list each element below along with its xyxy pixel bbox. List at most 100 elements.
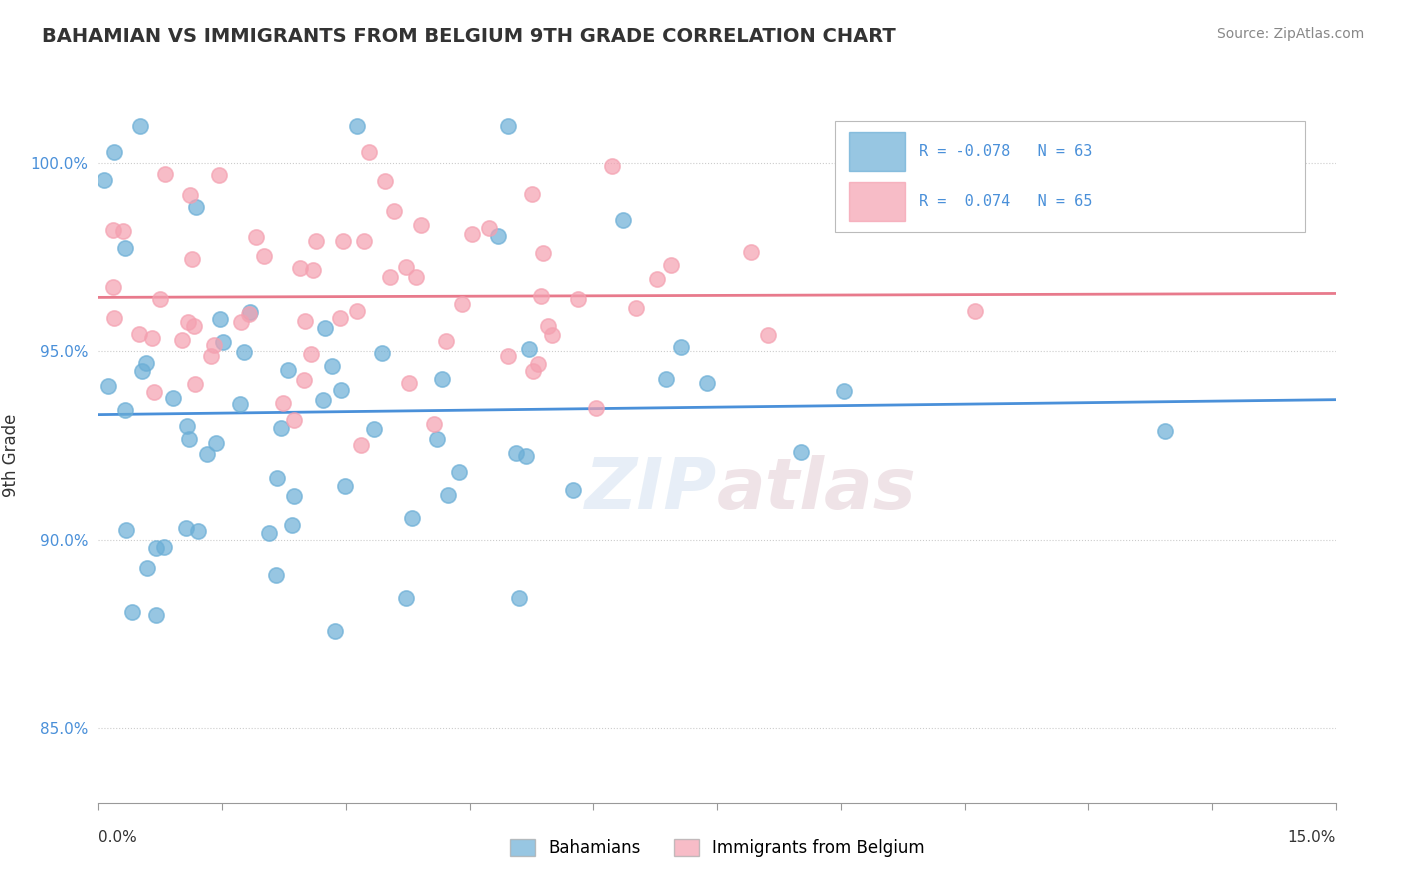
- Point: [537, 318, 560, 333]
- Point: [145, 608, 167, 623]
- Point: [323, 624, 346, 639]
- Point: [128, 119, 150, 133]
- Point: [585, 401, 607, 416]
- Point: [264, 567, 287, 582]
- Point: [93, 173, 115, 187]
- Point: [135, 356, 157, 370]
- Point: [311, 393, 333, 408]
- Point: [541, 328, 564, 343]
- Point: [350, 438, 373, 452]
- Point: [114, 241, 136, 255]
- Point: [253, 249, 276, 263]
- Point: [270, 421, 292, 435]
- Point: [1154, 424, 1177, 438]
- Point: [239, 305, 262, 319]
- Point: [496, 119, 519, 133]
- Text: 0.0%: 0.0%: [98, 830, 138, 845]
- Point: [172, 333, 194, 347]
- Point: [200, 350, 222, 364]
- Point: [645, 272, 668, 286]
- Point: [508, 591, 530, 606]
- Text: atlas: atlas: [717, 455, 917, 524]
- Point: [461, 227, 484, 242]
- Point: [671, 340, 693, 354]
- Point: [184, 377, 207, 392]
- Point: [612, 213, 634, 227]
- Point: [204, 436, 226, 450]
- Point: [103, 311, 125, 326]
- Point: [530, 289, 553, 303]
- Point: [266, 471, 288, 485]
- Point: [176, 418, 198, 433]
- Point: [602, 159, 624, 173]
- Point: [179, 187, 201, 202]
- Point: [97, 379, 120, 393]
- Point: [329, 310, 352, 325]
- Point: [301, 262, 323, 277]
- Point: [401, 510, 423, 524]
- Point: [283, 489, 305, 503]
- Point: [121, 605, 143, 619]
- Text: ZIP: ZIP: [585, 455, 717, 524]
- Point: [346, 119, 368, 133]
- Point: [114, 403, 136, 417]
- Point: [155, 167, 177, 181]
- Point: [478, 221, 501, 235]
- Point: [832, 384, 855, 399]
- Point: [184, 200, 207, 214]
- Point: [136, 561, 159, 575]
- Point: [335, 479, 357, 493]
- Point: [432, 372, 454, 386]
- Point: [111, 224, 134, 238]
- Point: [280, 518, 302, 533]
- Point: [103, 145, 125, 159]
- Point: [143, 384, 166, 399]
- Point: [517, 342, 540, 356]
- Point: [180, 252, 202, 267]
- Point: [283, 413, 305, 427]
- Point: [395, 260, 418, 274]
- Point: [149, 292, 172, 306]
- Point: [321, 359, 343, 373]
- Point: [231, 315, 253, 329]
- Point: [531, 245, 554, 260]
- Point: [177, 432, 200, 446]
- Point: [515, 449, 537, 463]
- Point: [659, 259, 682, 273]
- Point: [229, 397, 252, 411]
- Point: [756, 327, 779, 342]
- Point: [423, 417, 446, 431]
- Point: [332, 235, 354, 249]
- Point: [346, 303, 368, 318]
- Point: [187, 524, 209, 538]
- Point: [437, 488, 460, 502]
- Point: [292, 373, 315, 387]
- Point: [294, 314, 316, 328]
- Point: [103, 223, 125, 237]
- Point: [395, 591, 418, 605]
- Point: [232, 344, 254, 359]
- Point: [131, 364, 153, 378]
- Point: [141, 331, 163, 345]
- Point: [204, 338, 226, 352]
- Point: [450, 297, 472, 311]
- Point: [486, 229, 509, 244]
- Point: [411, 219, 433, 233]
- Point: [153, 541, 176, 555]
- Point: [498, 350, 520, 364]
- Point: [245, 230, 267, 244]
- Point: [398, 376, 420, 391]
- Point: [162, 391, 184, 405]
- Point: [374, 174, 396, 188]
- Point: [174, 521, 197, 535]
- Point: [505, 446, 527, 460]
- Point: [177, 315, 200, 329]
- Point: [290, 261, 312, 276]
- Point: [522, 364, 544, 378]
- Point: [353, 234, 375, 248]
- Legend: Bahamians, Immigrants from Belgium: Bahamians, Immigrants from Belgium: [503, 832, 931, 864]
- Point: [183, 318, 205, 333]
- Point: [212, 335, 235, 350]
- Point: [305, 234, 328, 248]
- Point: [271, 396, 294, 410]
